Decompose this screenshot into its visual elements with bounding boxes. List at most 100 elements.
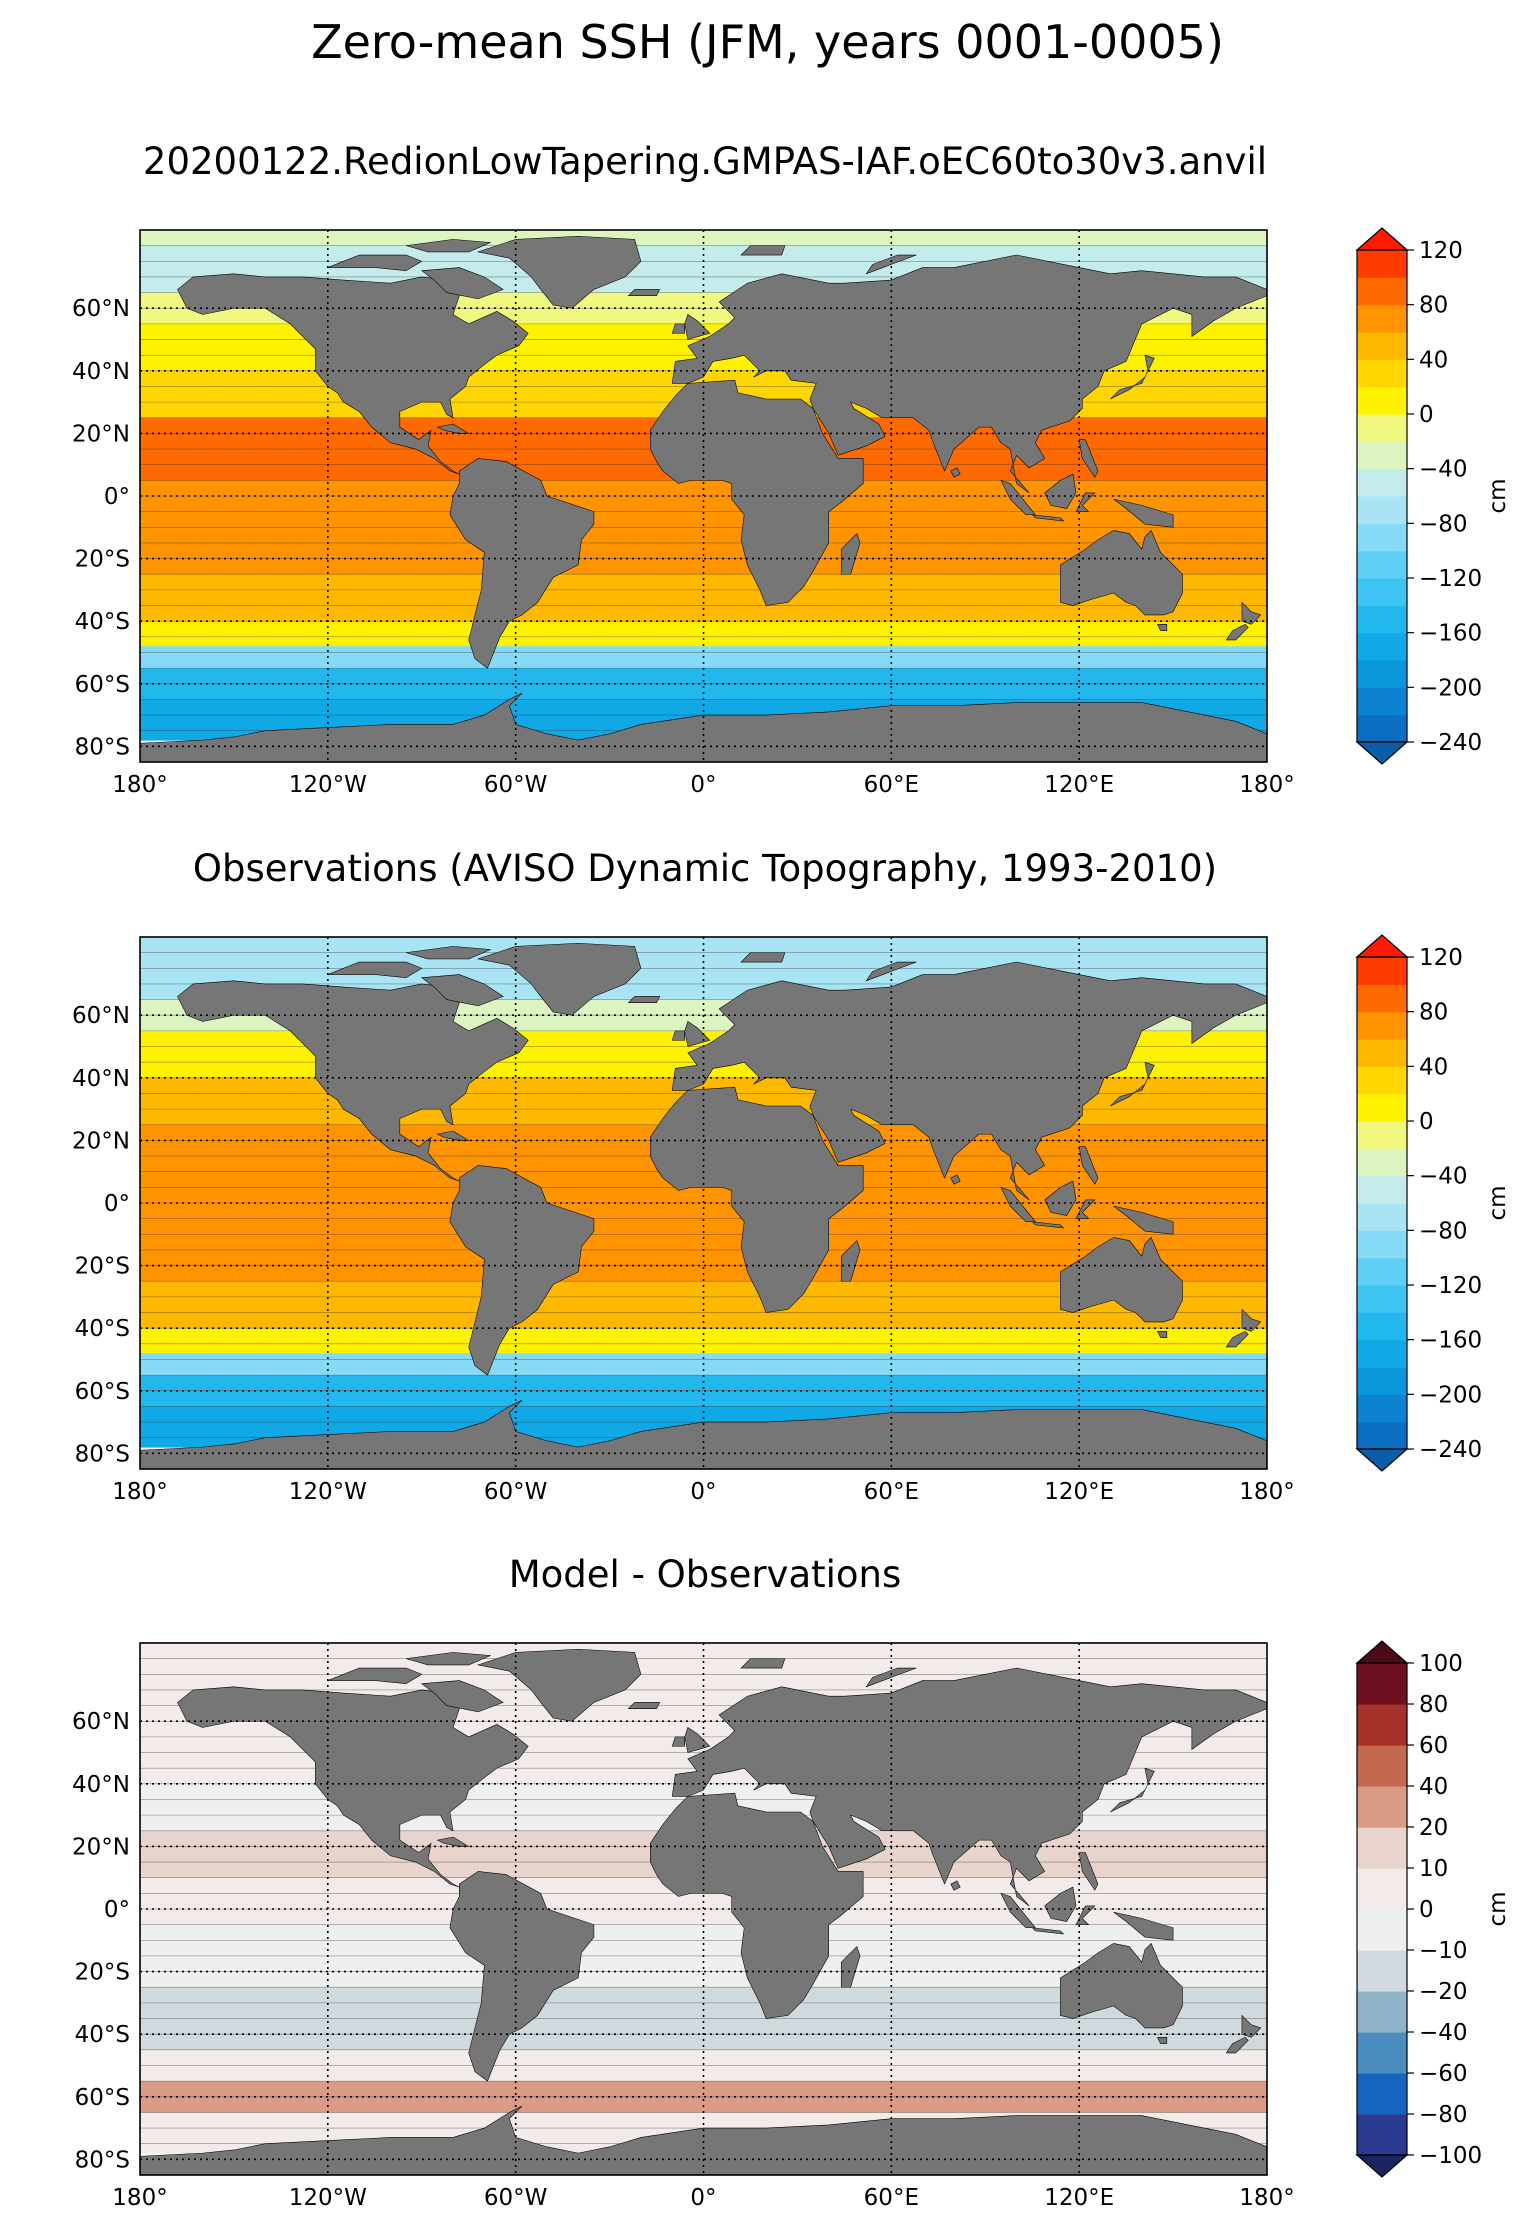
colorbar-tick-label: −200 xyxy=(1419,675,1482,701)
colorbar-segment xyxy=(1357,660,1407,688)
x-tick-label: 120°W xyxy=(289,1479,367,1505)
y-tick-label: 40°N xyxy=(72,359,130,385)
gridlines xyxy=(140,937,1267,1469)
map-area-3 xyxy=(140,1643,1267,2175)
x-tick-label: 180° xyxy=(1239,2185,1294,2211)
x-tick-label: 60°W xyxy=(484,1479,548,1505)
colorbar-under-triangle xyxy=(1355,2154,1409,2178)
colorbar-segment xyxy=(1357,332,1407,360)
colorbar-tick-label: −120 xyxy=(1419,1273,1482,1299)
y-tick-label: 40°N xyxy=(72,1066,130,1092)
y-tick-label: 60°S xyxy=(75,672,130,698)
ocean-band xyxy=(140,937,1267,954)
y-tick-label: 60°S xyxy=(75,2085,130,2111)
y-tick-label: 80°S xyxy=(75,734,130,760)
figure-title: Zero-mean SSH (JFM, years 0001-0005) xyxy=(311,15,1224,69)
colorbar-over-triangle xyxy=(1355,934,1409,958)
colorbar-1: −240 −200 −160 −120 −80 −40 0 40 80 120 cm xyxy=(1355,227,1511,765)
colorbar-tick-label: −240 xyxy=(1419,1437,1482,1463)
colorbar-segment xyxy=(1357,2032,1407,2074)
colorbar-segment xyxy=(1357,414,1407,442)
y-tick-label: 40°S xyxy=(75,609,130,635)
colorbar-segment xyxy=(1357,1039,1407,1067)
y-tick-label: 20°N xyxy=(72,1834,130,1860)
colorbar-segment xyxy=(1357,1786,1407,1828)
colorbar-frame xyxy=(1356,249,1408,743)
colorbar-segment xyxy=(1357,1285,1407,1313)
y-tick-label: 0° xyxy=(104,1191,130,1217)
colorbar-under-triangle xyxy=(1355,1448,1409,1472)
colorbar-tick-label: 60 xyxy=(1419,1733,1448,1759)
colorbar-tick-label: 0 xyxy=(1419,1109,1434,1135)
colorbar-segment xyxy=(1357,1203,1407,1231)
colorbar-segment xyxy=(1357,550,1407,579)
colorbar-segment xyxy=(1357,1230,1407,1259)
y-tick-label: 20°S xyxy=(75,1960,130,1986)
map-area-1 xyxy=(140,230,1267,762)
colorbar-segment xyxy=(1357,1066,1407,1095)
colorbar-tick-label: 40 xyxy=(1419,1054,1448,1080)
colorbar-tick-label: 40 xyxy=(1419,347,1448,373)
colorbar-segment xyxy=(1357,277,1407,306)
y-tick-label: 20°S xyxy=(75,547,130,573)
x-tick-label: 60°W xyxy=(484,772,548,798)
colorbar-segment xyxy=(1357,1367,1407,1395)
ocean-band xyxy=(140,230,1267,247)
colorbar-segment xyxy=(1357,496,1407,524)
colorbar-segment xyxy=(1357,1257,1407,1286)
y-tick-label: 60°N xyxy=(72,1709,130,1735)
colorbar-over-triangle xyxy=(1355,1640,1409,1664)
colorbar-segment xyxy=(1357,1121,1407,1149)
colorbar-tick-label: 120 xyxy=(1419,945,1463,971)
x-tick-label: 180° xyxy=(112,1479,167,1505)
panel-2: 180° 120°W 60°W 0° 60°E 120°E 180° 80°S 60°S 40°S… xyxy=(72,934,1511,1505)
colorbar-tick-label: 40 xyxy=(1419,1774,1448,1800)
colorbar-tick-label: 20 xyxy=(1419,1815,1448,1841)
colorbar-segment xyxy=(1357,523,1407,552)
colorbar-tick-label: 80 xyxy=(1419,1692,1448,1718)
panel-1-title: 20200122.RedionLowTapering.GMPAS-IAF.oEC… xyxy=(142,140,1268,183)
x-tick-label: 0° xyxy=(690,2185,716,2211)
colorbar-tick-label: −40 xyxy=(1419,457,1468,483)
y-tick-label: 80°S xyxy=(75,1441,130,1467)
colorbar-segment xyxy=(1357,605,1407,634)
y-tick-label: 40°S xyxy=(75,2022,130,2048)
colorbar-label: cm xyxy=(1485,1185,1511,1220)
colorbar-tick-label: −20 xyxy=(1419,1979,1468,2005)
x-tick-label: 120°W xyxy=(289,2185,367,2211)
colorbar-segment xyxy=(1357,1011,1407,1040)
x-tick-label: 60°E xyxy=(864,1479,919,1505)
colorbar-segment xyxy=(1357,386,1407,415)
colorbar-tick-label: −160 xyxy=(1419,621,1482,647)
colorbar-segment xyxy=(1357,687,1407,716)
map-frame xyxy=(139,1642,1268,2176)
colorbar-segment xyxy=(1357,714,1407,743)
colorbar-segment xyxy=(1357,2073,1407,2115)
x-tick-label: 60°E xyxy=(864,2185,919,2211)
x-tick-label: 120°E xyxy=(1044,772,1114,798)
y-tick-label: 60°S xyxy=(75,1379,130,1405)
colorbar-tick-label: −160 xyxy=(1419,1328,1482,1354)
colorbar-tick-label: −100 xyxy=(1419,2143,1482,2169)
colorbar-segment xyxy=(1357,2114,1407,2156)
y-tick-label: 20°N xyxy=(72,1128,130,1154)
panel-3-title: Model - Observations xyxy=(508,1553,902,1596)
y-tick-label: 40°S xyxy=(75,1316,130,1342)
colorbar-segment xyxy=(1357,1950,1407,1992)
colorbar-segment xyxy=(1357,1827,1407,1869)
y-tick-label: 60°N xyxy=(72,1003,130,1029)
colorbar-segment xyxy=(1357,1175,1407,1204)
colorbar-tick-label: −60 xyxy=(1419,2061,1468,2087)
colorbar-tick-label: 0 xyxy=(1419,1897,1434,1923)
x-tick-label: 180° xyxy=(1239,772,1294,798)
colorbar-segment xyxy=(1357,957,1407,985)
colorbar-frame xyxy=(1356,956,1408,1450)
colorbar-segment xyxy=(1357,441,1407,470)
colorbar-tick-label: −200 xyxy=(1419,1382,1482,1408)
y-tick-label: 20°S xyxy=(75,1254,130,1280)
y-tick-label: 40°N xyxy=(72,1772,130,1798)
colorbar-tick-label: −80 xyxy=(1419,1218,1468,1244)
colorbar-over-triangle xyxy=(1355,227,1409,251)
